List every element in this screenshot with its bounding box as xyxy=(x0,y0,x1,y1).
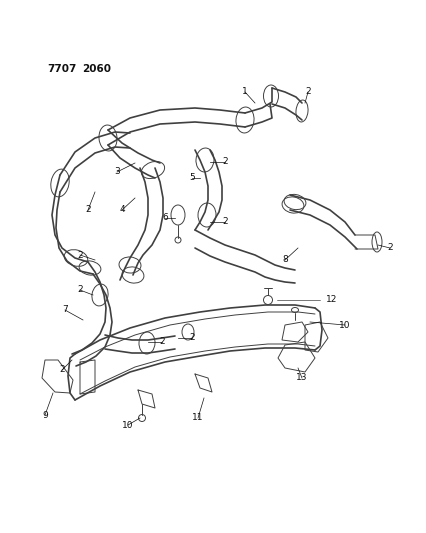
Text: 5: 5 xyxy=(189,174,194,182)
Text: 2: 2 xyxy=(189,334,194,343)
Text: 7707: 7707 xyxy=(47,64,76,74)
Text: 13: 13 xyxy=(296,374,307,383)
Text: 12: 12 xyxy=(325,295,337,304)
Text: 2: 2 xyxy=(77,251,83,260)
Text: 2: 2 xyxy=(59,366,65,375)
Text: 10: 10 xyxy=(122,421,133,430)
Text: 1: 1 xyxy=(242,87,248,96)
Text: 2: 2 xyxy=(159,337,164,346)
Text: 7: 7 xyxy=(62,305,68,314)
Text: 2: 2 xyxy=(305,87,310,96)
Text: 3: 3 xyxy=(114,167,120,176)
Text: 2: 2 xyxy=(222,157,227,166)
Text: 11: 11 xyxy=(192,414,203,423)
Text: 2: 2 xyxy=(222,217,227,227)
Text: 10: 10 xyxy=(338,320,350,329)
Text: 2: 2 xyxy=(85,206,91,214)
Text: 8: 8 xyxy=(282,255,287,264)
Text: 2: 2 xyxy=(77,286,83,295)
Text: 6: 6 xyxy=(162,214,167,222)
Text: 2: 2 xyxy=(386,244,392,253)
Text: 9: 9 xyxy=(42,410,48,419)
Text: 4: 4 xyxy=(119,206,124,214)
Text: 2060: 2060 xyxy=(82,64,111,74)
